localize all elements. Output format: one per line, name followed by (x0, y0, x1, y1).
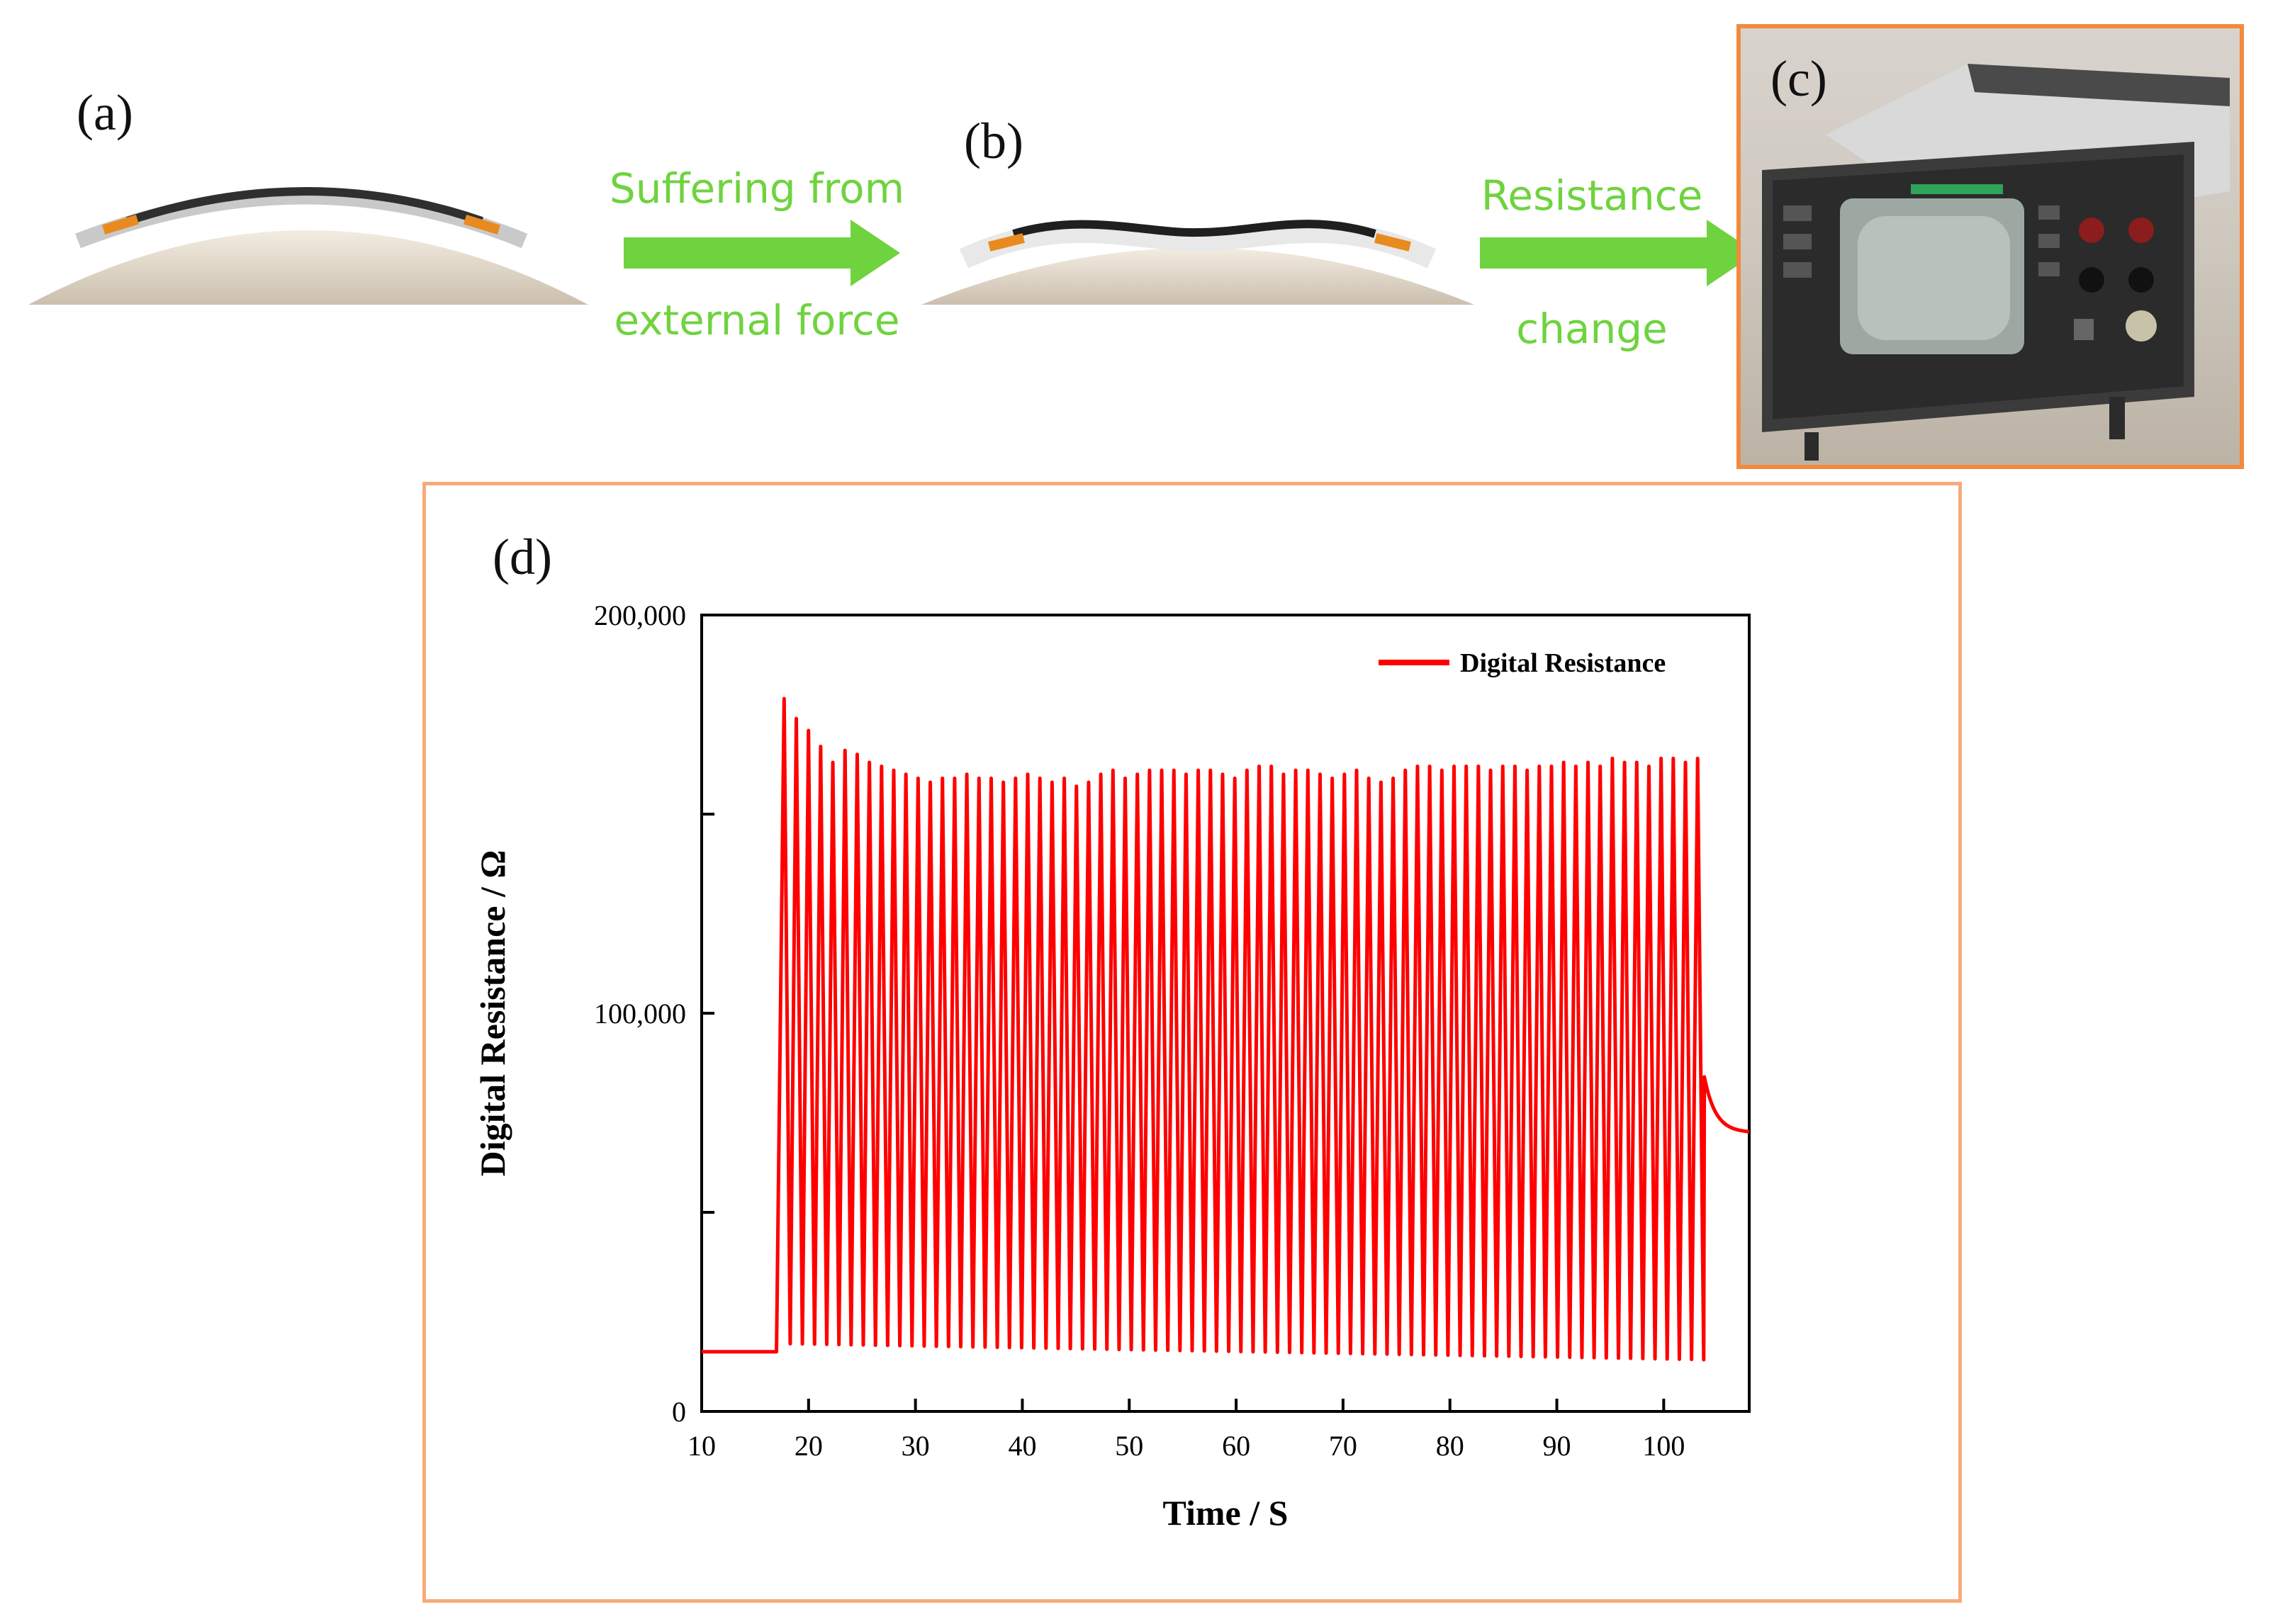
flow-step1-line1: Suffering from (609, 164, 905, 213)
panel-label-a: (a) (77, 84, 133, 141)
sensor-deformed-illustration (921, 220, 1474, 305)
x-tick-label: 80 (1436, 1430, 1464, 1462)
flow-step1-line2: external force (614, 296, 900, 344)
panel-label-c: (c) (1770, 50, 1827, 107)
axis-ticks: 10 20 30 40 50 60 70 80 90 100 0 100,000 200,000 (594, 599, 1685, 1462)
y-tick-label: 0 (672, 1396, 686, 1428)
x-tick-label: 30 (902, 1430, 930, 1462)
sensor-flat-illustration (28, 187, 588, 305)
y-tick-label: 200,000 (594, 599, 686, 631)
x-axis-label: Time / S (1163, 1493, 1289, 1533)
flow-step2-line1: Resistance (1481, 171, 1703, 220)
multimeter-device (1762, 64, 2230, 461)
series-line-digital-resistance (702, 697, 1750, 1362)
panel-label-d: (d) (493, 529, 552, 585)
x-tick-label: 70 (1329, 1430, 1357, 1462)
y-axis-label: Digital Resistance / Ω (473, 850, 512, 1177)
x-tick-label: 60 (1222, 1430, 1250, 1462)
panel-label-b: (b) (964, 113, 1023, 169)
x-tick-label: 90 (1543, 1430, 1571, 1462)
x-tick-label: 100 (1642, 1430, 1685, 1462)
y-tick-label: 100,000 (594, 998, 686, 1030)
arrow-right-icon (624, 220, 900, 286)
legend-label: Digital Resistance (1460, 648, 1666, 678)
arrow-right-icon (1480, 220, 1756, 286)
x-tick-label: 50 (1115, 1430, 1143, 1462)
chart-panel: (d) (422, 482, 1962, 1603)
legend: Digital Resistance (1379, 648, 1666, 678)
x-tick-label: 10 (687, 1430, 716, 1462)
x-tick-label: 40 (1008, 1430, 1036, 1462)
x-tick-label: 20 (795, 1430, 823, 1462)
flow-step2-line2: change (1516, 305, 1668, 353)
multimeter-photo: (c) (1736, 24, 2244, 469)
